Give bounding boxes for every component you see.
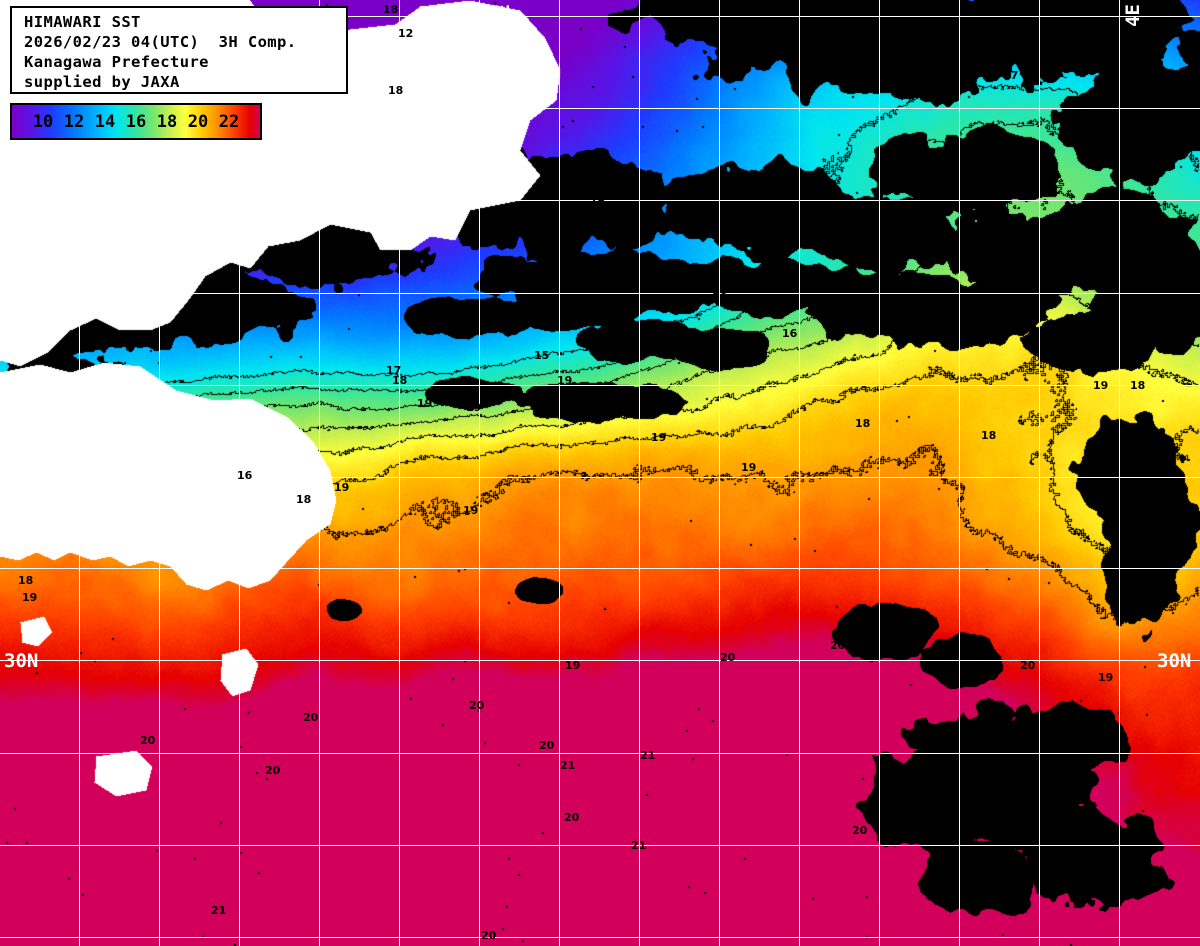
colorbar-tick-18: 18 — [156, 111, 178, 132]
info-organization: Kanagawa Prefecture — [24, 53, 209, 71]
info-title: HIMAWARI SST — [24, 13, 141, 31]
colorbar-tick-14: 14 — [94, 111, 116, 132]
colorbar-tick-16: 16 — [125, 111, 147, 132]
colorbar-tick-20: 20 — [187, 111, 209, 132]
colorbar-gradient — [12, 105, 260, 138]
colorbar-tick-10: 10 — [32, 111, 54, 132]
colorbar-tick-labels: 10 12 14 16 18 20 22 — [12, 105, 260, 138]
info-source: supplied by JAXA — [24, 73, 180, 91]
colorbar-tick-22: 22 — [218, 111, 240, 132]
temperature-colorbar: 10 12 14 16 18 20 22 — [10, 103, 262, 140]
info-datetime: 2026/02/23 04(UTC) 3H Comp. — [24, 33, 297, 51]
title-info-box: HIMAWARI SST 2026/02/23 04(UTC) 3H Comp.… — [10, 6, 348, 94]
colorbar-tick-12: 12 — [63, 111, 85, 132]
